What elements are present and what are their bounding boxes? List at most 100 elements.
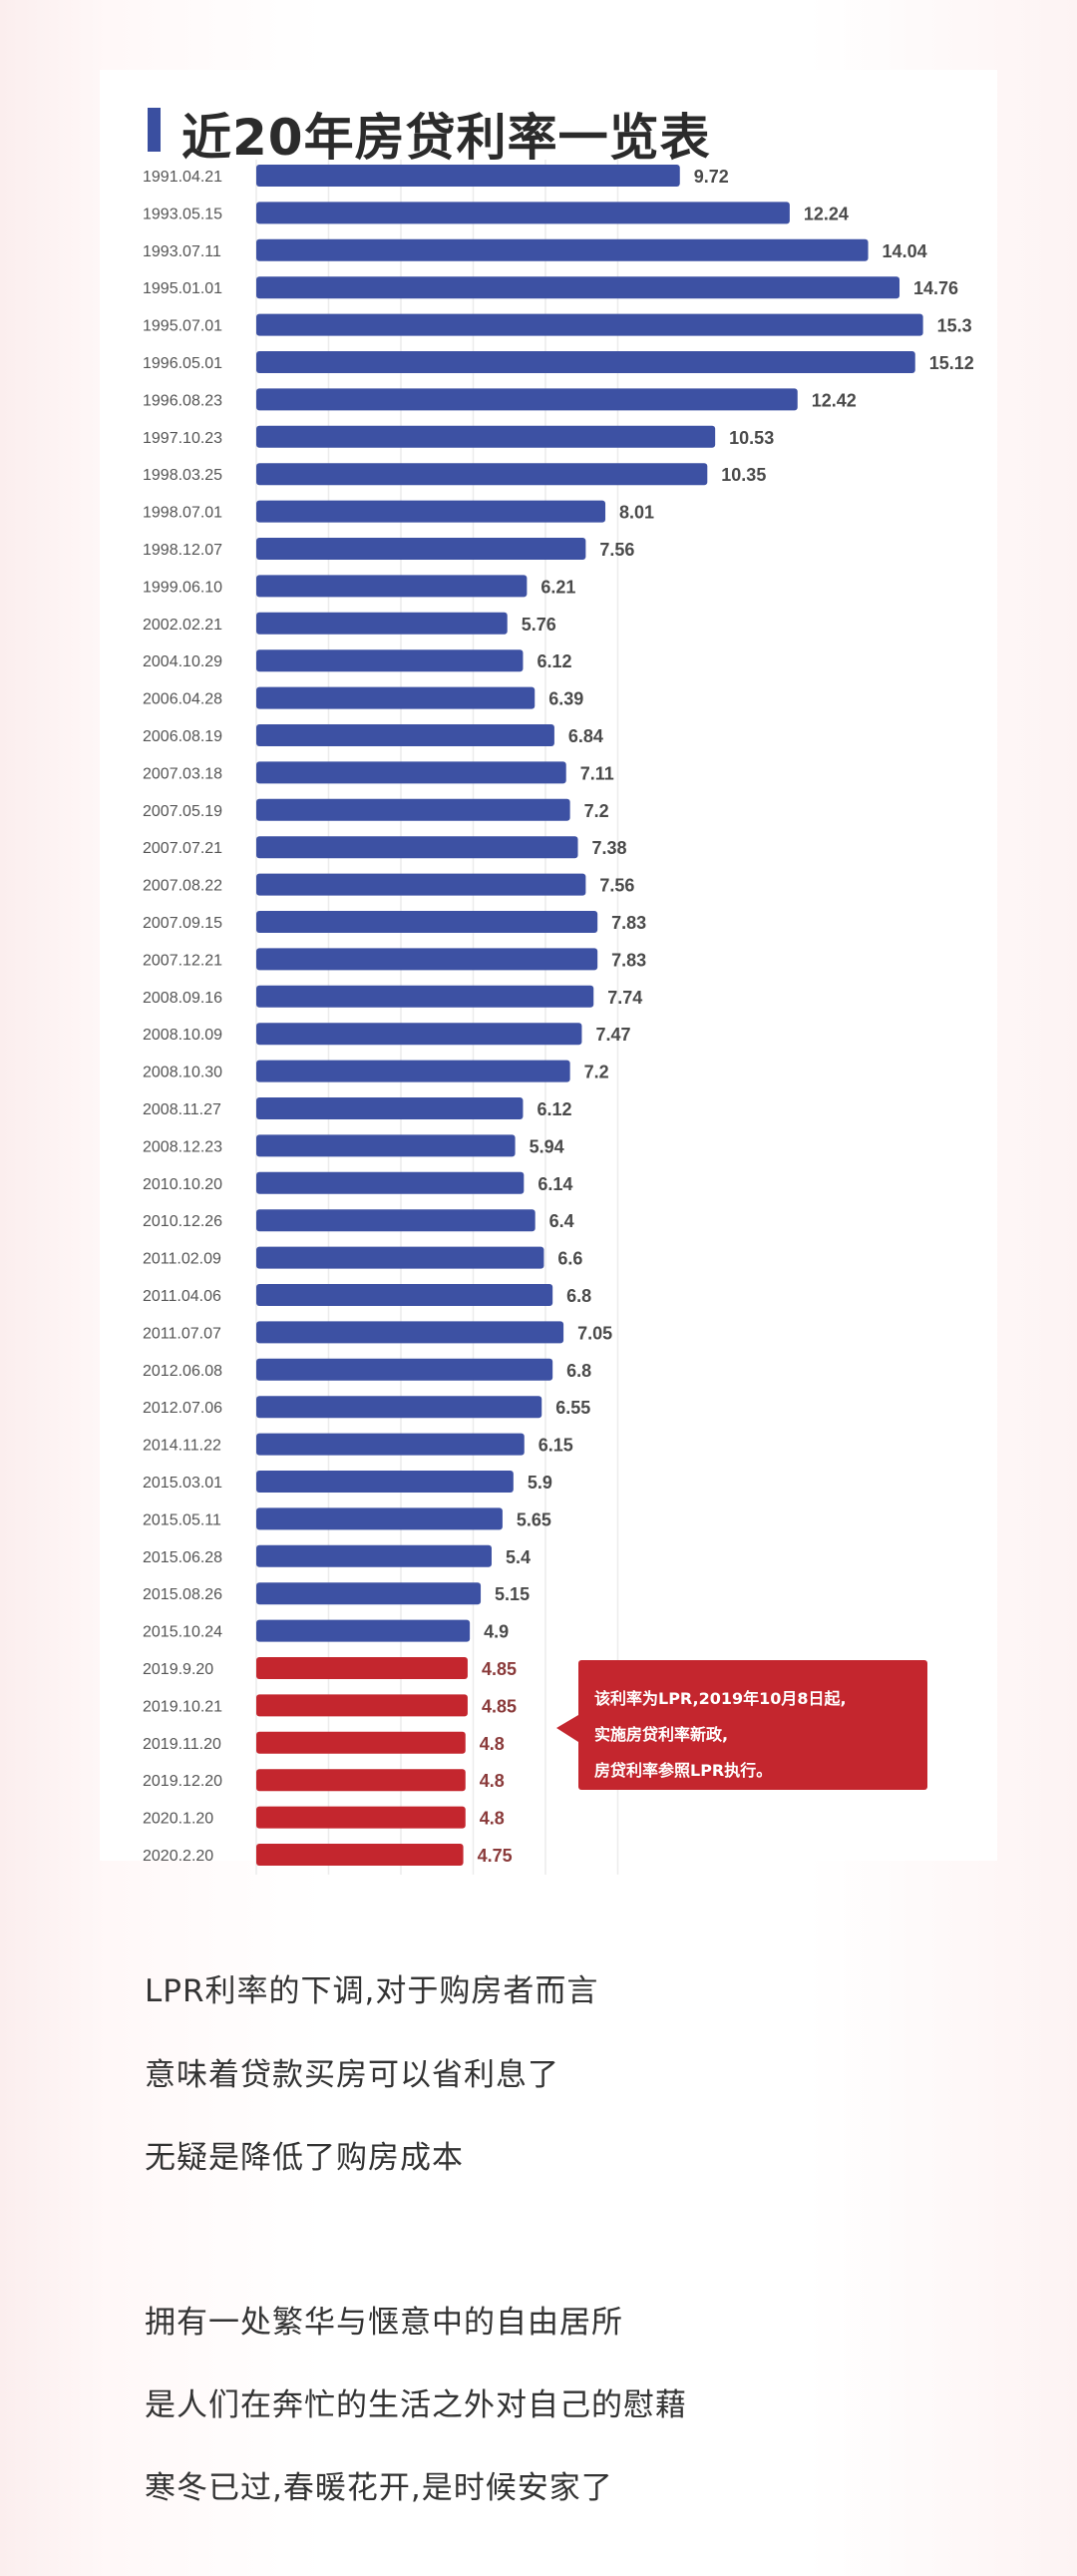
bar — [256, 1097, 524, 1119]
bar — [256, 1471, 514, 1493]
data-label: 6.8 — [566, 1286, 591, 1306]
category-label: 2007.12.21 — [143, 952, 222, 969]
bar-chart: 1991.04.21 9.72 1993.05.15 12.24 1993.07.11 1… — [143, 160, 974, 1875]
category-label: 1999.06.10 — [143, 579, 222, 596]
category-label: 2019.10.21 — [143, 1698, 222, 1715]
bar — [256, 1358, 553, 1381]
category-label: 2004.10.29 — [143, 653, 222, 670]
category-label: 2008.10.30 — [143, 1065, 222, 1081]
data-label: 4.9 — [484, 1622, 509, 1642]
bar — [256, 575, 528, 598]
bar — [256, 1023, 582, 1046]
bar — [256, 1507, 503, 1530]
data-label: 4.85 — [482, 1696, 517, 1716]
body-text-line: 是人们在奔忙的生活之外对自己的慰藉 — [145, 2387, 687, 2423]
category-label: 1995.07.01 — [143, 318, 222, 335]
category-label: 1997.10.23 — [143, 430, 222, 447]
data-label: 6.4 — [549, 1211, 574, 1231]
data-label: 10.53 — [729, 428, 774, 448]
bar — [256, 1731, 466, 1754]
bar — [256, 276, 900, 299]
bar — [256, 612, 508, 635]
data-label: 9.72 — [694, 167, 729, 187]
data-label: 15.12 — [929, 353, 974, 373]
data-label: 4.8 — [480, 1809, 505, 1829]
category-label: 2015.06.28 — [143, 1549, 222, 1566]
category-label: 1995.01.01 — [143, 280, 222, 297]
category-label: 2002.02.21 — [143, 617, 222, 634]
data-label: 6.14 — [538, 1174, 572, 1194]
category-label: 1998.03.25 — [143, 467, 222, 484]
data-label: 6.21 — [540, 577, 575, 597]
bar — [256, 1544, 492, 1567]
category-label: 2007.07.21 — [143, 840, 222, 857]
category-label: 1996.05.01 — [143, 355, 222, 372]
category-label: 2010.10.20 — [143, 1176, 222, 1193]
category-label: 2008.09.16 — [143, 990, 222, 1007]
category-label: 1993.07.11 — [143, 243, 221, 260]
bar — [256, 948, 598, 971]
category-label: 2007.09.15 — [143, 915, 222, 932]
data-label: 5.76 — [522, 615, 556, 635]
category-label: 1998.12.07 — [143, 542, 222, 559]
category-label: 2010.12.26 — [143, 1213, 222, 1230]
data-label: 7.83 — [611, 950, 646, 970]
category-label: 2011.07.07 — [143, 1325, 221, 1342]
bar — [256, 1209, 536, 1232]
data-label: 6.55 — [555, 1398, 590, 1418]
category-label: 2020.1.20 — [143, 1811, 213, 1828]
bar — [256, 1060, 570, 1082]
data-label: 4.75 — [478, 1846, 513, 1866]
data-label: 4.8 — [480, 1734, 505, 1754]
category-label: 2019.11.20 — [143, 1736, 221, 1753]
category-label: 2012.06.08 — [143, 1363, 222, 1380]
data-label: 7.56 — [599, 876, 634, 896]
category-label: 2014.11.22 — [143, 1438, 221, 1455]
body-text-line: 意味着贷款买房可以省利息了 — [145, 2057, 559, 2093]
bar — [256, 761, 566, 784]
annotation-box — [578, 1660, 927, 1790]
data-label: 5.94 — [530, 1136, 564, 1156]
bar — [256, 649, 524, 672]
category-label: 2006.04.28 — [143, 691, 222, 708]
bar — [256, 836, 578, 859]
data-label: 7.05 — [577, 1323, 612, 1343]
bar — [256, 1806, 466, 1829]
category-label: 2008.11.27 — [143, 1101, 221, 1118]
bar — [256, 1284, 553, 1306]
bar — [256, 388, 798, 411]
bar — [256, 1321, 564, 1344]
bar — [256, 1657, 468, 1679]
callout-pointer — [556, 1715, 578, 1742]
data-label: 6.8 — [566, 1361, 591, 1381]
body-text-line: 拥有一处繁华与惬意中的自由居所 — [145, 2305, 623, 2341]
annotation-text: 实施房贷利率新政, — [594, 1725, 728, 1744]
data-label: 7.47 — [595, 1025, 630, 1045]
category-label: 1998.07.01 — [143, 505, 222, 522]
category-label: 1993.05.15 — [143, 206, 222, 222]
category-label: 2020.2.20 — [143, 1848, 213, 1865]
body-text-line: 无疑是降低了购房成本 — [145, 2140, 464, 2176]
data-label: 6.12 — [537, 651, 571, 671]
data-label: 7.11 — [580, 763, 614, 783]
data-label: 6.84 — [568, 726, 603, 746]
bar — [256, 425, 716, 448]
bar — [256, 1246, 544, 1269]
bar — [256, 873, 586, 896]
bar — [256, 686, 536, 709]
data-label: 14.04 — [883, 241, 927, 261]
category-label: 2019.9.20 — [143, 1661, 213, 1678]
data-label: 7.38 — [592, 838, 627, 858]
bar — [256, 463, 708, 486]
data-label: 7.2 — [584, 801, 609, 821]
category-label: 2008.10.09 — [143, 1027, 222, 1044]
bar — [256, 1396, 542, 1419]
category-label: 2007.05.19 — [143, 803, 222, 820]
data-label: 7.56 — [599, 540, 634, 560]
data-label: 14.76 — [913, 278, 958, 298]
data-label: 5.15 — [495, 1584, 530, 1604]
bar — [256, 1171, 525, 1194]
category-label: 2015.10.24 — [143, 1624, 222, 1641]
data-label: 6.39 — [548, 689, 583, 709]
bar — [256, 985, 594, 1008]
